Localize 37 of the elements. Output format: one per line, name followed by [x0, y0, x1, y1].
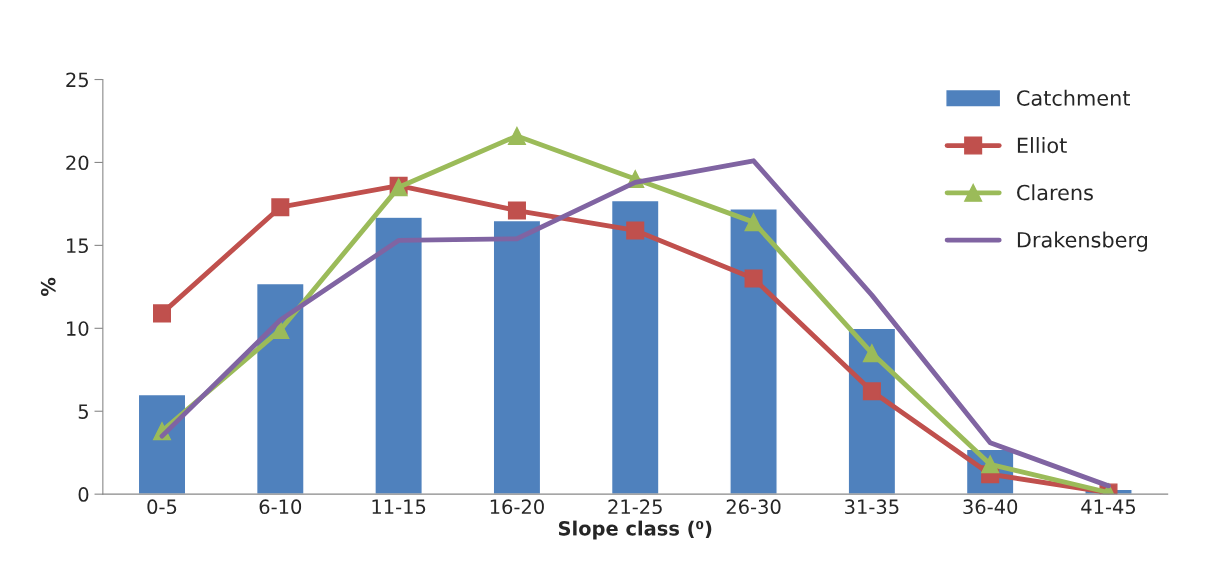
bar	[137, 393, 187, 495]
x-tick-label: 0-5	[147, 499, 177, 515]
point	[862, 382, 881, 401]
legend-label: Drakensberg	[1017, 231, 1148, 252]
y-tick-label: 5	[78, 404, 88, 419]
point	[271, 198, 290, 217]
point	[626, 221, 645, 240]
y-axis-title: %	[40, 277, 56, 296]
y-tick-label: 20	[66, 155, 89, 171]
y-tick-label: 15	[67, 238, 88, 254]
point	[744, 269, 763, 288]
x-axis-title: Slope class (⁰)	[558, 520, 712, 540]
legend-label: Catchment	[1017, 89, 1130, 106]
point	[862, 344, 881, 363]
bar	[729, 208, 778, 495]
legend-label: Clarens	[1017, 184, 1093, 201]
x-tick-label: 36-40	[963, 499, 1018, 515]
x-tick-label: 31-35	[845, 499, 899, 515]
bar	[255, 282, 305, 495]
point	[271, 320, 290, 339]
y-tick-label: 0	[78, 487, 89, 502]
point	[507, 201, 526, 220]
x-tick-label: 6-10	[259, 499, 302, 515]
x-tick-label: 41-45	[1081, 499, 1136, 515]
bar	[610, 199, 660, 495]
point	[744, 213, 763, 232]
y-tick-label: 10	[67, 321, 89, 336]
point	[507, 126, 526, 145]
x-tick-label: 11-15	[372, 499, 426, 515]
bar	[492, 219, 542, 495]
x-tick-label: 26-30	[726, 499, 781, 515]
point	[152, 304, 172, 323]
y-tick-label: 25	[66, 72, 88, 88]
bar	[374, 216, 423, 495]
x-tick-label: 21-25	[608, 499, 662, 515]
x-tick-label: 16-20	[490, 499, 544, 515]
legend-label: Elliot	[1017, 137, 1067, 154]
